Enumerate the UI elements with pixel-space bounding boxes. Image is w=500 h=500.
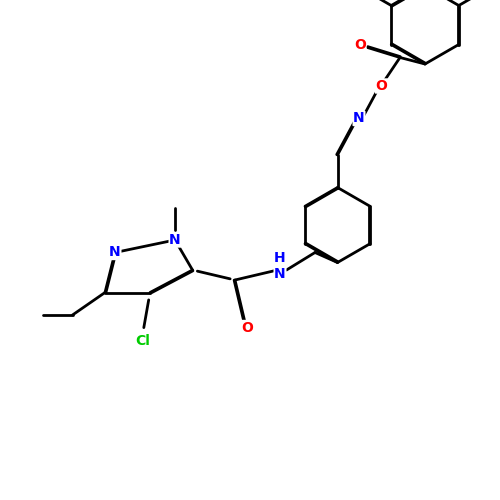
Text: H
N: H N	[274, 251, 286, 281]
Text: N: N	[169, 233, 181, 247]
Text: O: O	[242, 320, 254, 334]
Text: Cl: Cl	[135, 334, 150, 348]
Text: O: O	[354, 38, 366, 52]
Text: O: O	[376, 79, 388, 93]
Text: N: N	[109, 246, 121, 260]
Text: N: N	[353, 112, 365, 126]
